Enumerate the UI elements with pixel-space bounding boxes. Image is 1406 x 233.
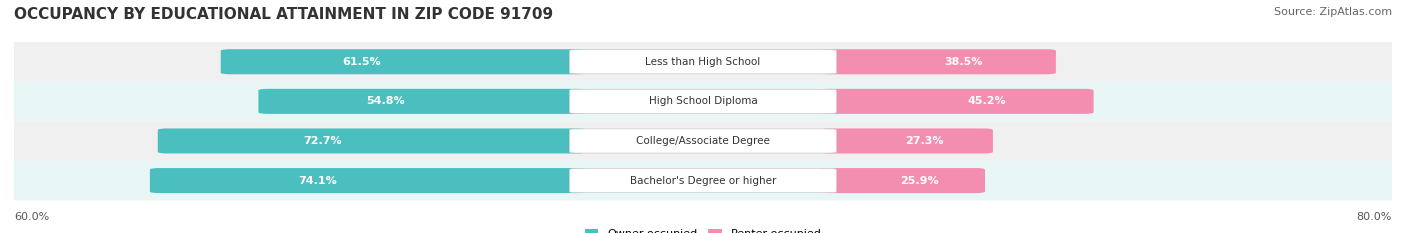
Text: Source: ZipAtlas.com: Source: ZipAtlas.com	[1274, 7, 1392, 17]
FancyBboxPatch shape	[14, 42, 1392, 82]
FancyBboxPatch shape	[259, 89, 586, 114]
Legend: Owner-occupied, Renter-occupied: Owner-occupied, Renter-occupied	[585, 229, 821, 233]
FancyBboxPatch shape	[569, 168, 837, 193]
FancyBboxPatch shape	[569, 89, 837, 113]
FancyBboxPatch shape	[157, 128, 586, 154]
Text: College/Associate Degree: College/Associate Degree	[636, 136, 770, 146]
FancyBboxPatch shape	[820, 49, 1056, 74]
Text: 74.1%: 74.1%	[298, 176, 337, 185]
Text: 27.3%: 27.3%	[905, 136, 943, 146]
Text: 61.5%: 61.5%	[343, 57, 381, 67]
FancyBboxPatch shape	[569, 50, 837, 74]
FancyBboxPatch shape	[14, 82, 1392, 121]
FancyBboxPatch shape	[221, 49, 586, 74]
FancyBboxPatch shape	[150, 168, 586, 193]
Text: 80.0%: 80.0%	[1357, 212, 1392, 222]
Text: 38.5%: 38.5%	[945, 57, 983, 67]
Text: 54.8%: 54.8%	[366, 96, 405, 106]
Text: 45.2%: 45.2%	[967, 96, 1007, 106]
FancyBboxPatch shape	[569, 129, 837, 153]
Text: 60.0%: 60.0%	[14, 212, 49, 222]
Text: Less than High School: Less than High School	[645, 57, 761, 67]
FancyBboxPatch shape	[14, 121, 1392, 161]
Text: High School Diploma: High School Diploma	[648, 96, 758, 106]
FancyBboxPatch shape	[820, 89, 1094, 114]
FancyBboxPatch shape	[820, 168, 986, 193]
Text: Bachelor's Degree or higher: Bachelor's Degree or higher	[630, 176, 776, 185]
Text: 25.9%: 25.9%	[900, 176, 939, 185]
FancyBboxPatch shape	[14, 161, 1392, 200]
FancyBboxPatch shape	[820, 128, 993, 154]
Text: 72.7%: 72.7%	[304, 136, 342, 146]
Text: OCCUPANCY BY EDUCATIONAL ATTAINMENT IN ZIP CODE 91709: OCCUPANCY BY EDUCATIONAL ATTAINMENT IN Z…	[14, 7, 553, 22]
